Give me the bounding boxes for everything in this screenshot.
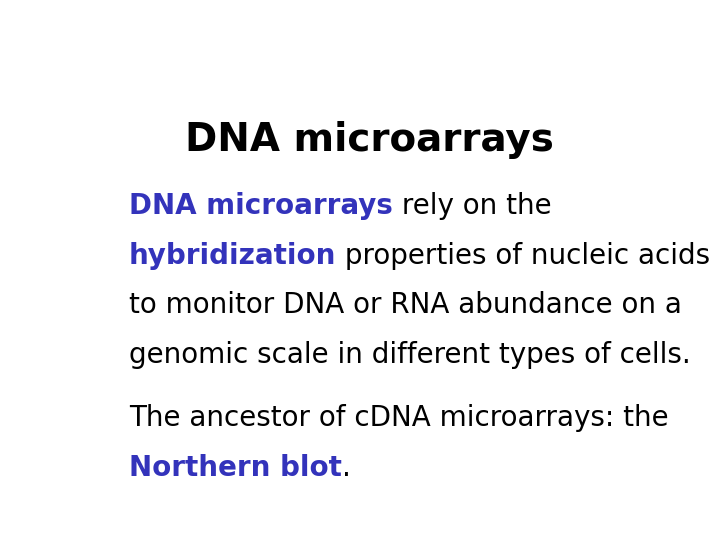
Text: to monitor DNA or RNA abundance on a: to monitor DNA or RNA abundance on a <box>129 292 682 320</box>
Text: The ancestor of cDNA microarrays: the: The ancestor of cDNA microarrays: the <box>129 404 669 431</box>
Text: genomic scale in different types of cells.: genomic scale in different types of cell… <box>129 341 690 369</box>
Text: DNA microarrays: DNA microarrays <box>184 121 554 159</box>
Text: .: . <box>342 454 351 482</box>
Text: properties of nucleic acids: properties of nucleic acids <box>336 241 711 269</box>
Text: rely on the: rely on the <box>393 192 552 220</box>
Text: Northern blot: Northern blot <box>129 454 342 482</box>
Text: DNA microarrays: DNA microarrays <box>129 192 393 220</box>
Text: hybridization: hybridization <box>129 241 336 269</box>
